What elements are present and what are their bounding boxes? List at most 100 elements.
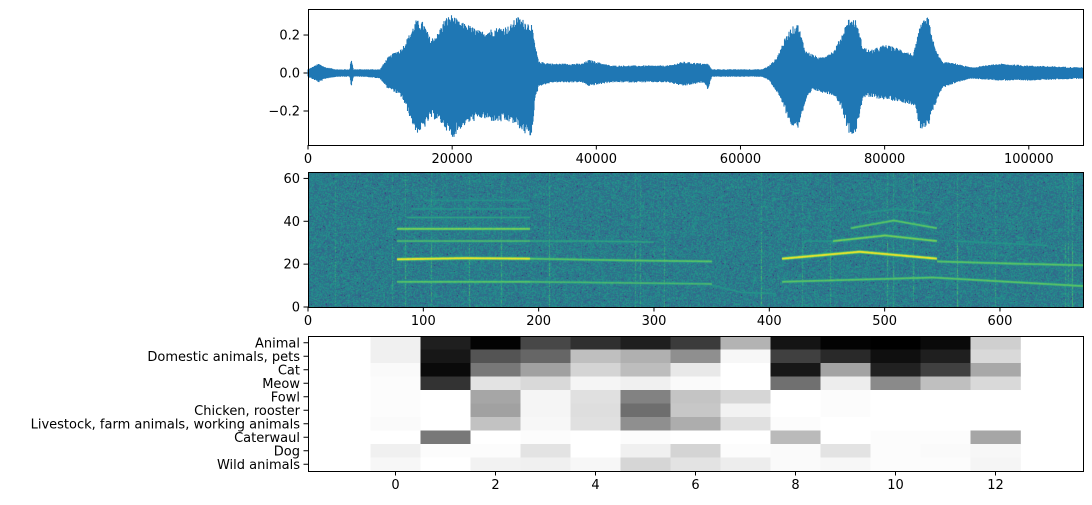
heatmap-cell (620, 417, 671, 431)
heatmap-cell (670, 349, 721, 364)
heatmap-cell (820, 457, 871, 472)
heatmap-cell (770, 430, 821, 445)
waveform-xtick-label: 80000 (864, 152, 905, 167)
heatmap-xtick-label: 0 (391, 478, 399, 493)
heatmap-cell (920, 376, 971, 391)
heatmap-cell (570, 349, 621, 364)
heatmap-cell (470, 444, 521, 458)
heatmap-cell (820, 390, 871, 404)
heatmap-cell (370, 390, 421, 404)
heatmap-xtick-label: 8 (791, 478, 799, 493)
spectrogram-ytick-label: 20 (283, 258, 300, 273)
heatmap-cell (770, 403, 821, 418)
waveform-xtick-label: 0 (304, 152, 312, 167)
heatmap-cell (720, 363, 771, 377)
heatmap-cell (420, 430, 471, 445)
heatmap-cell (820, 363, 871, 377)
heatmap-cell (820, 403, 871, 418)
heatmap-row-label: Fowl (271, 390, 300, 405)
heatmap-cell (970, 363, 1021, 377)
heatmap-cell (570, 403, 621, 418)
heatmap-cell (670, 457, 721, 472)
heatmap-cell (720, 457, 771, 472)
heatmap-cell (670, 336, 721, 350)
heatmap-cell (770, 336, 821, 350)
heatmap-cell (870, 376, 921, 391)
spectrogram-xtick-label: 500 (872, 314, 897, 329)
heatmap-cell (970, 457, 1021, 472)
heatmap-cell (770, 390, 821, 404)
heatmap-row-label: Dog (274, 444, 300, 459)
heatmap-cell (720, 403, 771, 418)
heatmap-row-label: Meow (262, 377, 300, 392)
heatmap-cell (920, 349, 971, 364)
heatmap-cell (970, 417, 1021, 431)
heatmap-cell (820, 336, 871, 350)
heatmap-cell (920, 430, 971, 445)
heatmap-cell (370, 336, 421, 350)
heatmap-cell (370, 444, 421, 458)
waveform-frame (308, 9, 1084, 146)
heatmap-cell (870, 403, 921, 418)
heatmap-cell (620, 444, 671, 458)
waveform-line (307, 15, 1084, 137)
heatmap-cell (620, 403, 671, 418)
heatmap-cell (820, 430, 871, 445)
heatmap-cell (370, 376, 421, 391)
heatmap-cell (370, 363, 421, 377)
heatmap-xtick-label: 12 (987, 478, 1004, 493)
heatmap-cell (570, 444, 621, 458)
heatmap-cell (570, 363, 621, 377)
heatmap-cell (820, 376, 871, 391)
heatmap-cell (670, 430, 721, 445)
heatmap-cell (870, 457, 921, 472)
heatmap-cell (520, 457, 571, 472)
heatmap-cell (670, 390, 721, 404)
heatmap-cell (620, 376, 671, 391)
heatmap-cell (770, 376, 821, 391)
spectrogram-xtick-label: 300 (642, 314, 667, 329)
waveform-ytick-label: −0.2 (268, 105, 300, 120)
heatmap-cell (520, 376, 571, 391)
heatmap-cell (420, 336, 471, 350)
spectrogram-xtick-label: 400 (757, 314, 782, 329)
spectrogram-ytick-label: 0 (292, 301, 300, 316)
heatmap-cell (870, 390, 921, 404)
heatmap-cell (370, 430, 421, 445)
heatmap-cell (920, 457, 971, 472)
heatmap-cell (420, 444, 471, 458)
heatmap-cell (920, 403, 971, 418)
heatmap-cell (570, 417, 621, 431)
heatmap-cell (470, 403, 521, 418)
heatmap-cell (570, 336, 621, 350)
heatmap-cell (420, 363, 471, 377)
heatmap-cell (920, 390, 971, 404)
heatmap-cell (970, 336, 1021, 350)
waveform-xtick-label: 40000 (576, 152, 617, 167)
spectrogram-axes: 0 100 200 300 400 500 600 0 20 40 60 (283, 172, 1084, 329)
heatmap-cell (620, 457, 671, 472)
waveform-axes: 0 20000 40000 60000 80000 100000 −0.2 0.0 0.2 (268, 9, 1084, 167)
heatmap-cell (420, 457, 471, 472)
heatmap-cell (820, 417, 871, 431)
heatmap-cell (870, 363, 921, 377)
heatmap-cell (520, 336, 571, 350)
heatmap-cell (720, 444, 771, 458)
heatmap-cell (720, 349, 771, 364)
heatmap-cell (370, 417, 421, 431)
heatmap-cell (720, 376, 771, 391)
heatmap-cell (920, 336, 971, 350)
heatmap-cell (970, 444, 1021, 458)
heatmap-cell (670, 444, 721, 458)
heatmap-cell (720, 417, 771, 431)
heatmap-cell (470, 363, 521, 377)
heatmap-cell (820, 444, 871, 458)
heatmap-cell (570, 430, 621, 445)
heatmap-row-label: Domestic animals, pets (147, 350, 300, 365)
heatmap-cell (770, 363, 821, 377)
spectrogram-xtick-label: 100 (411, 314, 436, 329)
heatmap-cell (570, 457, 621, 472)
heatmap-cell (920, 363, 971, 377)
